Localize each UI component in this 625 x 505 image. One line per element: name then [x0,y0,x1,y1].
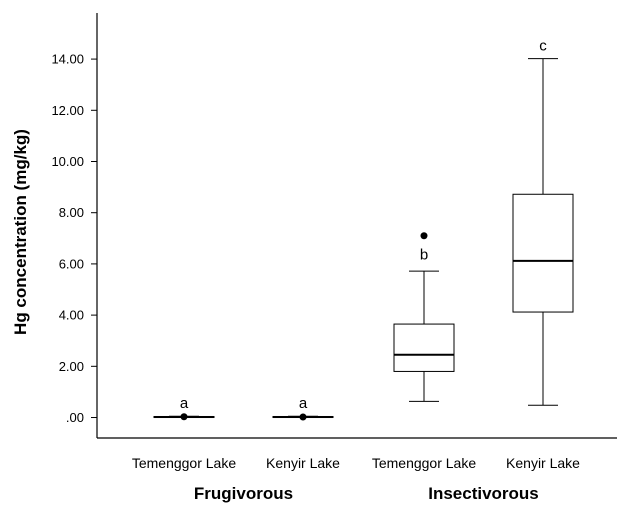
x-category-label: Temenggor Lake [132,455,237,471]
outlier-point [420,232,428,240]
significance-letter: b [420,246,428,263]
y-tick-label: 12.00 [51,103,84,118]
iqr-box [393,323,455,372]
x-category-label: Kenyir Lake [506,455,580,471]
x-axis-labels: Temenggor Lake Kenyir Lake Temenggor Lake K… [132,455,580,503]
significance-letter: a [299,395,308,412]
box-4: c [512,38,574,406]
y-axis-label: Hg concentration (mg/kg) [11,129,30,335]
y-tick-label: .00 [66,410,84,425]
box-2: a [272,395,334,421]
y-tick-label: 8.00 [59,205,84,220]
box-1: a [153,395,215,421]
x-category-label: Kenyir Lake [266,455,340,471]
y-tick-label: 10.00 [51,154,84,169]
axes [96,13,617,439]
outlier-point [299,413,307,421]
x-group-label: Insectivorous [428,484,539,503]
iqr-box [512,193,574,313]
outlier-point [180,413,188,421]
x-category-label: Temenggor Lake [372,455,477,471]
significance-letter: c [539,38,547,55]
y-tick-label: 6.00 [59,256,84,271]
y-tick-label: 2.00 [59,359,84,374]
boxes: a a b c [153,38,574,421]
y-tick-label: 14.00 [51,52,84,67]
box-3: b [393,232,455,402]
y-axis-ticks: .00 2.00 4.00 6.00 8.00 10.00 12.00 14.00 [51,52,97,425]
significance-letter: a [180,395,189,412]
x-group-label: Frugivorous [194,484,293,503]
y-tick-label: 4.00 [59,308,84,323]
